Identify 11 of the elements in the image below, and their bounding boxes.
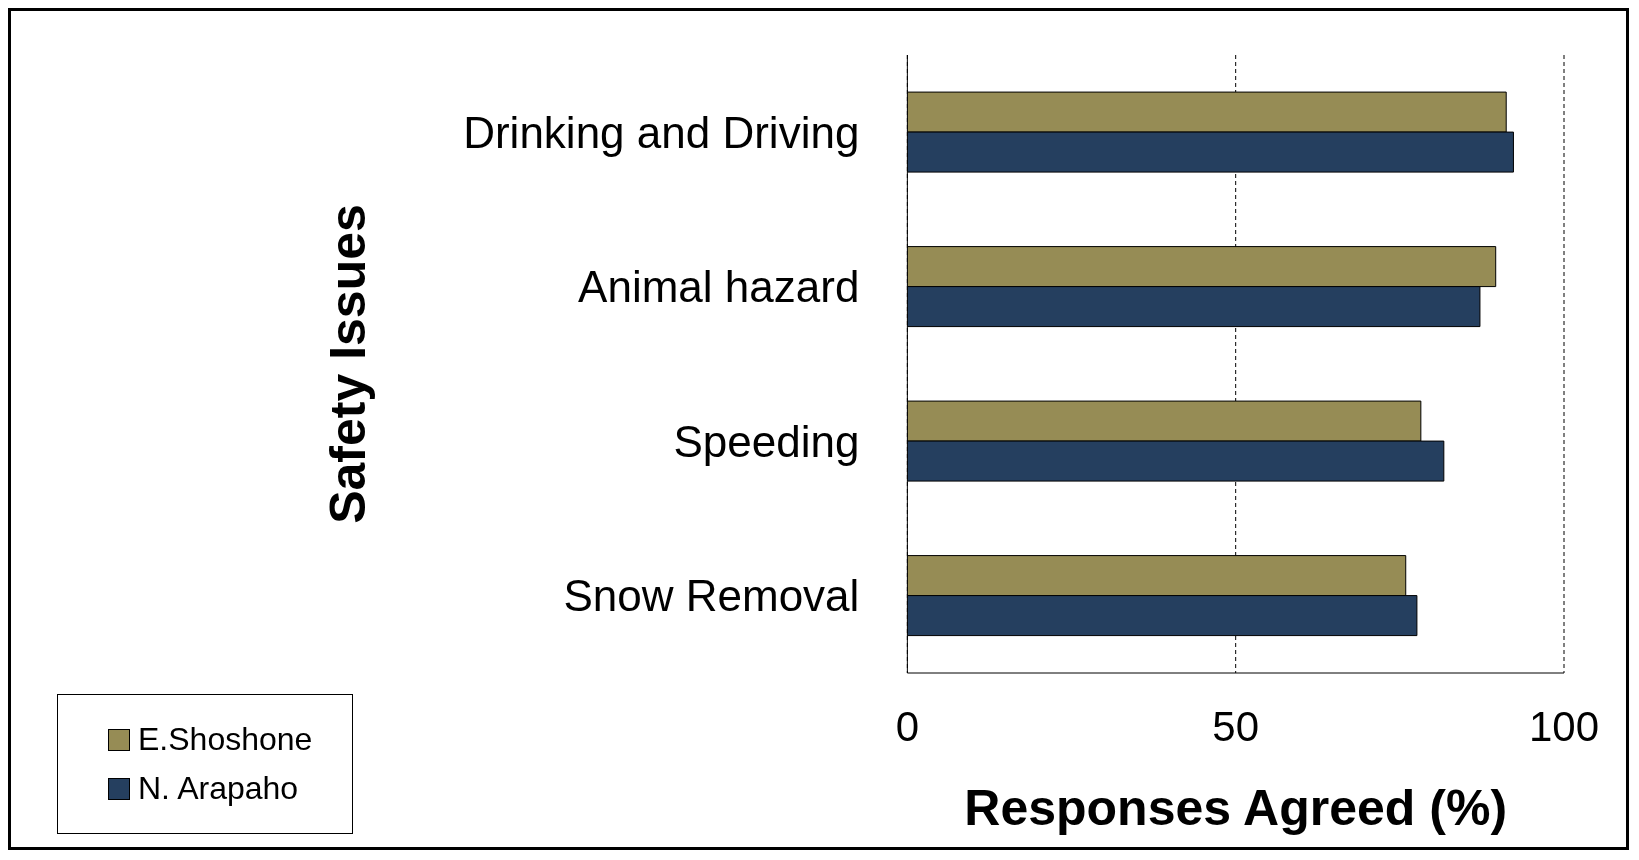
legend-label: E.Shoshone xyxy=(138,721,313,758)
y-axis-title: Safety Issues xyxy=(320,204,377,524)
y-tick-label: Drinking and Driving xyxy=(463,107,860,157)
y-tick-label: Animal hazard xyxy=(578,262,860,312)
x-tick-label: 0 xyxy=(895,702,920,750)
x-tick-label: 50 xyxy=(1212,702,1260,750)
y-tick-label: Snow Removal xyxy=(563,571,860,621)
legend-label: N. Arapaho xyxy=(138,770,299,807)
y-tick-label: Speeding xyxy=(673,416,860,466)
x-axis-title: Responses Agreed (%) xyxy=(964,780,1508,836)
x-tick-label: 100 xyxy=(1528,702,1600,750)
